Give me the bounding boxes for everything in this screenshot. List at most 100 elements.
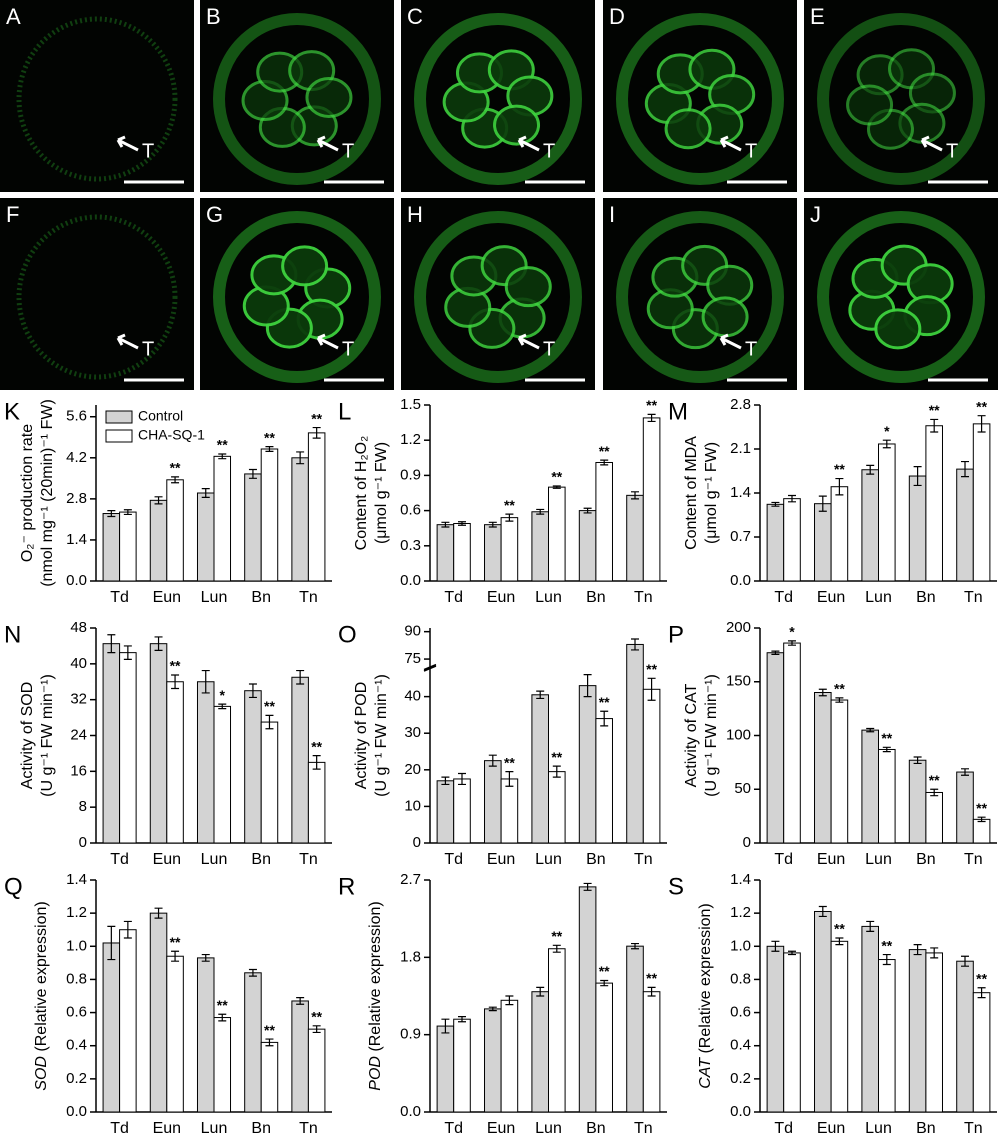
image-background: [200, 0, 394, 192]
y-axis-label-text: (nmol mg⁻¹ (20min)⁻¹ FW): [39, 399, 56, 587]
y-tick-label: 0.7: [730, 528, 751, 545]
error-bar: [882, 439, 891, 449]
y-tick-label: 0.6: [400, 502, 421, 519]
significance-mark: **: [264, 429, 275, 445]
x-tick-label: Lun: [865, 1120, 892, 1137]
bar: [307, 432, 326, 582]
x-tick-label: Eun: [487, 851, 515, 868]
bar: [783, 498, 801, 582]
error-bar: [600, 979, 609, 987]
bar: [453, 1018, 471, 1113]
error-bar: [536, 986, 545, 997]
error-bar: [312, 755, 321, 770]
image-background: [401, 198, 595, 390]
legend-label: CHA-SQ-1: [138, 427, 205, 443]
x-tick-label: Eun: [153, 1120, 181, 1137]
bar: [861, 729, 879, 844]
anther-wall: [414, 13, 582, 185]
arrow-label: T: [745, 338, 757, 360]
bar: [102, 513, 121, 582]
arrow: [920, 135, 943, 152]
error-bar: [787, 950, 796, 956]
error-bar: [647, 986, 656, 997]
bar: [500, 517, 519, 582]
error-bar: [296, 669, 305, 685]
bar: [196, 681, 215, 844]
y-tick-label: 0.0: [66, 1103, 87, 1120]
arrow-label: T: [543, 338, 555, 360]
x-tick-label: Lun: [865, 851, 892, 868]
bar: [908, 759, 927, 844]
significance-mark: **: [504, 754, 515, 770]
panel-label: K: [4, 398, 20, 425]
micrograph: FT: [0, 198, 194, 390]
error-bar: [818, 688, 827, 697]
bar: [578, 685, 597, 844]
y-tick-label: 1.4: [730, 484, 751, 501]
bar: [149, 499, 168, 582]
panel-label: I: [609, 202, 615, 227]
bar: [453, 778, 471, 844]
arrow: [517, 135, 540, 152]
error-bar: [771, 940, 780, 952]
x-tick-label: Td: [444, 851, 463, 868]
significance-mark: **: [311, 1009, 322, 1025]
error-bar: [123, 920, 132, 939]
y-tick-label: 2.8: [66, 490, 87, 507]
significance-mark: *: [884, 423, 890, 439]
bar: [595, 461, 613, 582]
y-tick-label: 0.9: [400, 1026, 421, 1043]
y-tick-label: 0.4: [66, 1037, 87, 1054]
y-tick-label: 0: [79, 834, 87, 851]
bar: [578, 886, 597, 1113]
y-tick-label: 2.7: [400, 871, 421, 888]
y-axis-label: (U g⁻¹ FW min⁻¹): [703, 674, 720, 797]
error-bar: [201, 669, 210, 694]
anther-wall: [16, 214, 178, 380]
error-bar: [488, 754, 497, 767]
bar: [166, 479, 184, 582]
error-bar: [977, 987, 986, 999]
y-tick-label: 0.0: [66, 572, 87, 589]
bar: [291, 1000, 309, 1113]
error-bar: [154, 907, 163, 919]
x-tick-label: Bn: [916, 589, 936, 606]
bar: [307, 761, 326, 844]
significance-mark: **: [170, 658, 181, 674]
x-tick-label: Tn: [299, 589, 318, 606]
anther-wall: [817, 211, 985, 383]
x-tick-label: Eun: [817, 1120, 845, 1137]
panel-label: A: [6, 4, 21, 29]
y-tick-label: 1.2: [66, 904, 87, 921]
x-tick-label: Lun: [535, 589, 562, 606]
image-background: [603, 198, 797, 390]
error-bar: [441, 1018, 450, 1034]
y-tick-label: 1.4: [66, 531, 87, 548]
pollen-grain: [664, 108, 712, 150]
y-tick-label: 8: [79, 798, 87, 815]
error-bar: [552, 944, 561, 953]
y-axis-label: (nmol mg⁻¹ (20min)⁻¹ FW): [39, 399, 56, 587]
image-background: [200, 198, 394, 390]
bar-chart: S CAT (Relative expression) 0.0 0.2 0.4 0.6 0.…: [668, 871, 997, 1137]
y-axis-label: (μmol g⁻¹ FW): [373, 442, 390, 544]
significance-mark: **: [599, 694, 610, 710]
bar: [244, 690, 262, 844]
error-bar: [771, 650, 780, 655]
error-bar: [552, 485, 561, 489]
error-bar: [600, 459, 609, 466]
bar: [830, 486, 849, 582]
error-bar: [835, 697, 844, 703]
bar: [908, 475, 927, 582]
y-tick-label: 5.6: [66, 408, 87, 425]
x-tick-label: Bn: [586, 851, 606, 868]
bar: [531, 991, 549, 1113]
bar: [972, 818, 991, 844]
panel-label: R: [338, 873, 355, 900]
y-axis-label-text: (U g⁻¹ FW min⁻¹): [373, 674, 390, 797]
bar: [878, 443, 896, 582]
arrow: [517, 333, 540, 350]
micrograph: IT: [603, 198, 797, 390]
y-tick-label: 1.4: [66, 871, 87, 888]
y-tick-label: 30: [404, 724, 421, 741]
